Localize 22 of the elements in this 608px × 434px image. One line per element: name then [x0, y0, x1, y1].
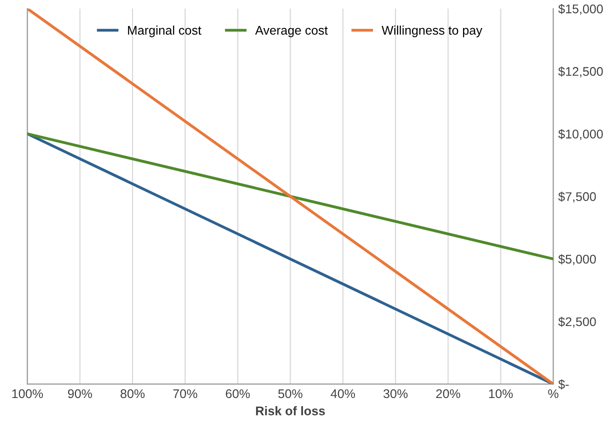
- x-tick-label: 60%: [226, 389, 250, 398]
- x-tick-label: %: [548, 389, 558, 398]
- x-tick-label: 80%: [120, 389, 145, 398]
- y-tick-label: $-: [558, 379, 569, 390]
- x-tick-label: 50%: [278, 389, 302, 398]
- legend-label: Willingness to pay: [382, 26, 482, 38]
- x-tick-label: 30%: [383, 389, 408, 398]
- x-tick-label: 90%: [68, 389, 92, 398]
- x-tick-label: 10%: [489, 389, 513, 398]
- y-tick-label: $15,000: [558, 4, 603, 15]
- x-tick-label: 100%: [12, 389, 43, 398]
- x-tick-label: 70%: [173, 389, 198, 398]
- x-tick-label: 40%: [330, 389, 355, 398]
- y-tick-label: $10,000: [558, 129, 603, 140]
- y-tick-label: $12,500: [558, 66, 603, 78]
- legend-label: Marginal cost: [128, 26, 202, 38]
- y-tick-label: $2,500: [558, 316, 596, 328]
- y-tick-label: $7,500: [558, 192, 596, 203]
- legend-label: Average cost: [255, 26, 328, 38]
- x-tick-label: 20%: [436, 389, 460, 398]
- y-tick-label: $5,000: [558, 254, 596, 266]
- x-axis-title: Risk of loss: [256, 406, 325, 416]
